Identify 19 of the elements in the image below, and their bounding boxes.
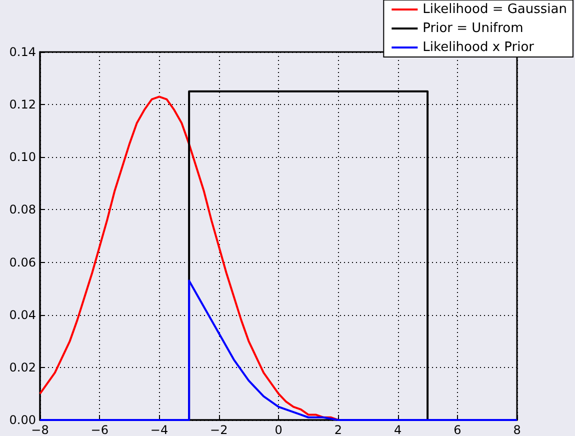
y-tick-label: 0.02: [9, 360, 36, 374]
y-tick-label: 0.14: [9, 45, 36, 59]
legend-label: Likelihood = Gaussian: [422, 2, 568, 17]
x-tick-label: 2: [334, 423, 342, 436]
x-tick-label: 8: [513, 423, 521, 436]
y-tick-label: 0.12: [9, 98, 36, 112]
y-tick-label: 0.08: [9, 202, 36, 217]
x-tick-label: 0: [274, 423, 282, 436]
x-tick-label: −2: [210, 423, 228, 436]
x-tick-label: 6: [454, 423, 462, 436]
x-tick-label: −4: [150, 423, 168, 436]
y-tick-label: 0.06: [9, 255, 36, 270]
x-tick-label: 4: [394, 423, 402, 436]
legend-label: Likelihood x Prior: [422, 40, 535, 55]
y-tick-label: 0.04: [9, 308, 36, 322]
y-tick-label: 0.10: [9, 150, 36, 164]
line-series: [39, 96, 340, 421]
x-tick-label: −6: [90, 423, 108, 436]
legend-label: Prior = Unifrom: [422, 21, 524, 36]
